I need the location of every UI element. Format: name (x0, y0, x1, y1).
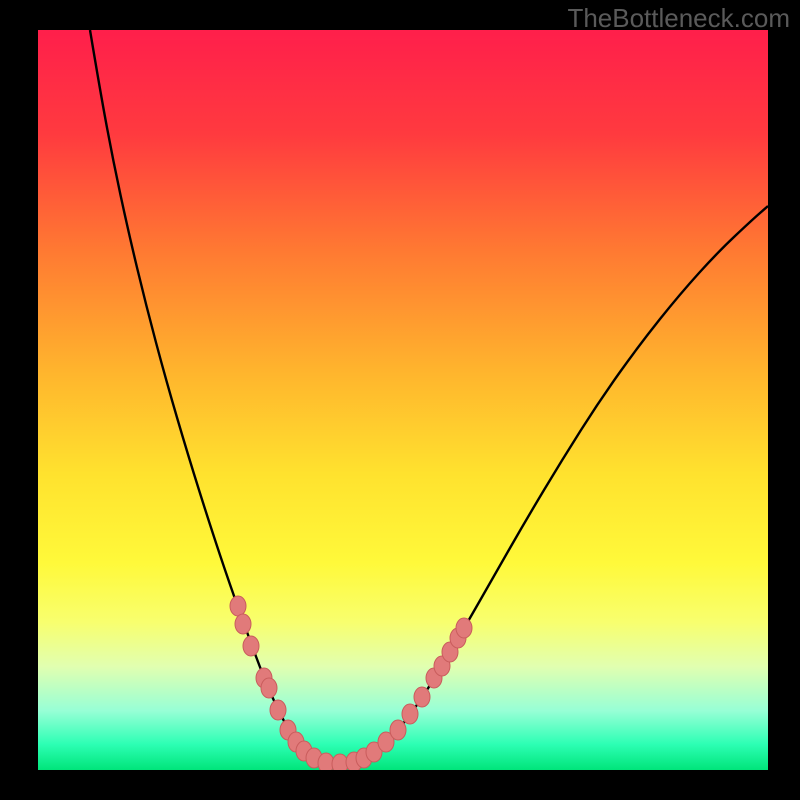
data-marker (414, 687, 430, 707)
data-marker (390, 720, 406, 740)
data-marker (230, 596, 246, 616)
curve-right-branch (338, 206, 768, 765)
plot-area (38, 30, 768, 770)
curve-left-branch (90, 30, 338, 765)
marker-group (230, 596, 472, 770)
curve-chart (38, 30, 768, 770)
data-marker (318, 753, 334, 770)
canvas: TheBottleneck.com (0, 0, 800, 800)
data-marker (261, 678, 277, 698)
data-marker (243, 636, 259, 656)
data-marker (270, 700, 286, 720)
watermark-text: TheBottleneck.com (567, 3, 790, 34)
data-marker (235, 614, 251, 634)
data-marker (402, 704, 418, 724)
data-marker (456, 618, 472, 638)
